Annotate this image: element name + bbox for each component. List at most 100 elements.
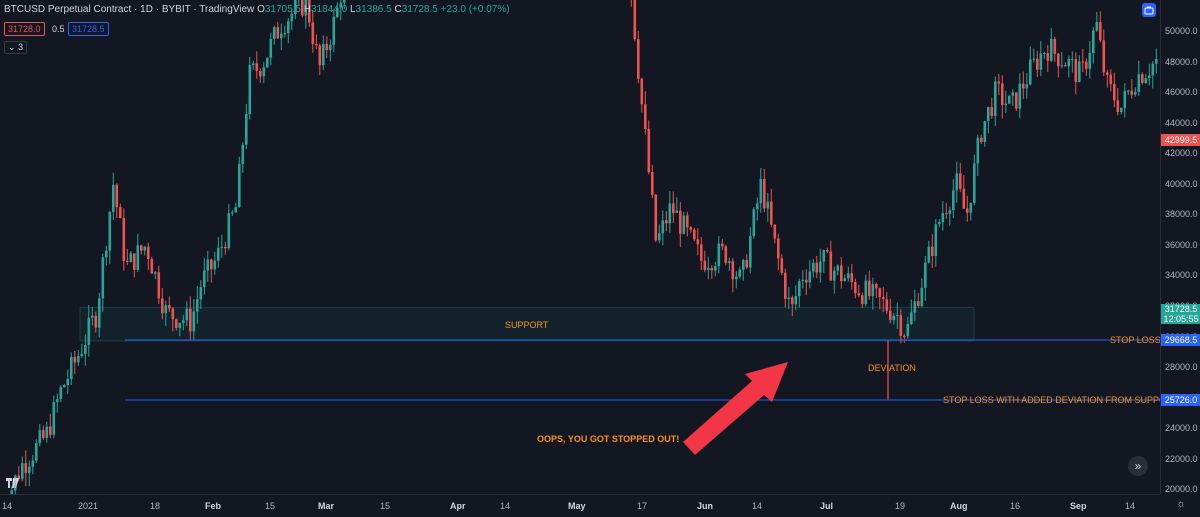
price-axis[interactable]: 50000.0 48000.0 46000.0 44000.0 42000.0 40000… (1160, 0, 1200, 510)
scroll-right-icon[interactable]: » (1128, 456, 1148, 476)
time-tick: Jul (820, 501, 834, 511)
candle-body (829, 251, 833, 281)
candle-body (661, 220, 665, 234)
candle-body (868, 280, 871, 297)
price-tick: 46000.0 (1165, 87, 1198, 97)
candle-body (269, 38, 273, 58)
candle-body (332, 16, 336, 45)
candle-body (931, 246, 934, 257)
candle-body (637, 39, 640, 79)
sell-price-box[interactable]: 31728.0 (4, 22, 45, 36)
candle-body (717, 243, 721, 267)
candle-body (70, 356, 73, 379)
candle-body (1001, 83, 1004, 105)
candle-body (150, 259, 154, 274)
bar-countdown: 12:05:55 (1163, 314, 1199, 324)
candle-body (994, 81, 997, 116)
candle-body (1043, 53, 1046, 55)
candlestick-chart[interactable] (0, 0, 1160, 494)
candle-body (199, 287, 203, 300)
candle-body (122, 217, 126, 261)
candle-body (871, 284, 875, 297)
buy-price-box[interactable]: 31728.5 (68, 22, 109, 36)
symbol-legend: BTCUSD Perpetual Contract · 1D · BYBIT ·… (4, 4, 510, 15)
time-tick: 14 (752, 501, 763, 511)
candle-body (1004, 103, 1008, 105)
candle-body (770, 201, 773, 225)
candle-body (1050, 38, 1053, 61)
time-tick: 2021 (78, 501, 99, 511)
legend-symbol[interactable]: BTCUSD Perpetual Contract · 1D · BYBIT ·… (4, 4, 255, 15)
candle-body (1155, 59, 1158, 64)
candle-body (1032, 58, 1036, 60)
candle-body (714, 266, 717, 271)
candle-body (73, 356, 77, 363)
candle-body (1025, 84, 1029, 89)
candle-body (1029, 59, 1032, 85)
price-tick: 28000.0 (1165, 362, 1198, 372)
price-tick: 22000.0 (1165, 454, 1198, 464)
candle-body (1085, 61, 1088, 69)
candle-body (857, 293, 861, 296)
candle-body (1137, 74, 1141, 93)
legend-close: C31728.5 (394, 4, 438, 15)
candle-body (290, 13, 294, 22)
candle-body (784, 272, 787, 299)
candle-body (672, 203, 675, 213)
settings-icon[interactable]: ☼ (1175, 498, 1187, 510)
candle-body (1078, 61, 1081, 83)
candle-body (42, 430, 45, 438)
candle-body (17, 475, 21, 480)
candle-body (924, 262, 927, 288)
candle-body (94, 315, 98, 328)
candle-body (665, 220, 668, 224)
current-price: 31728.5 (1164, 304, 1198, 314)
candle-body (80, 353, 84, 357)
candle-body (847, 273, 850, 279)
candle-body (819, 261, 822, 273)
candle-body (801, 279, 805, 282)
stopped-out-arrow (683, 362, 788, 455)
candle-body (10, 490, 14, 494)
time-tick: Sep (1070, 501, 1087, 511)
legend-open: O31705.5 (257, 4, 301, 15)
time-tick: Jun (697, 501, 714, 511)
price-tick: 44000.0 (1165, 118, 1198, 128)
deviation-stop-price-label: 25726.0 (1161, 394, 1200, 406)
candle-body (1144, 78, 1148, 83)
candle-body (329, 44, 332, 51)
candle-body (703, 260, 707, 271)
candle-body (668, 203, 672, 224)
time-tick: Feb (205, 501, 222, 511)
candle-body (710, 267, 714, 271)
candle-body (731, 261, 735, 280)
chart-area[interactable]: BTCUSD Perpetual Contract · 1D · BYBIT ·… (0, 0, 1178, 494)
candle-body (885, 299, 889, 311)
indicators-toggle[interactable]: ⌄ 3 (4, 41, 28, 54)
candle-body (759, 178, 763, 204)
candle-body (322, 43, 325, 66)
candle-body (210, 259, 213, 270)
candle-body (815, 262, 819, 273)
candle-body (976, 137, 980, 164)
candle-body (266, 57, 269, 68)
candle-body (35, 443, 38, 461)
candle-body (745, 259, 749, 268)
candle-body (647, 129, 651, 173)
candle-body (192, 311, 196, 332)
candle-body (1141, 74, 1144, 83)
price-tick: 34000.0 (1165, 270, 1198, 280)
candle-body (798, 281, 801, 297)
candle-body (147, 246, 150, 260)
candle-body (14, 475, 17, 491)
candle-body (700, 244, 703, 261)
time-axis[interactable]: 14 2021 18 Feb 15 Mar 15 Apr 14 May 17 Jun 14 Jul 19 Au… (0, 494, 1160, 517)
camera-icon[interactable] (1142, 3, 1156, 17)
candle-body (707, 267, 710, 271)
legend-low: L31386.5 (349, 4, 392, 15)
candle-body (224, 246, 227, 249)
candle-body (115, 184, 119, 208)
time-tick: Apr (450, 501, 466, 511)
chevron-down-icon: ⌄ (8, 42, 16, 52)
candle-body (56, 399, 59, 403)
